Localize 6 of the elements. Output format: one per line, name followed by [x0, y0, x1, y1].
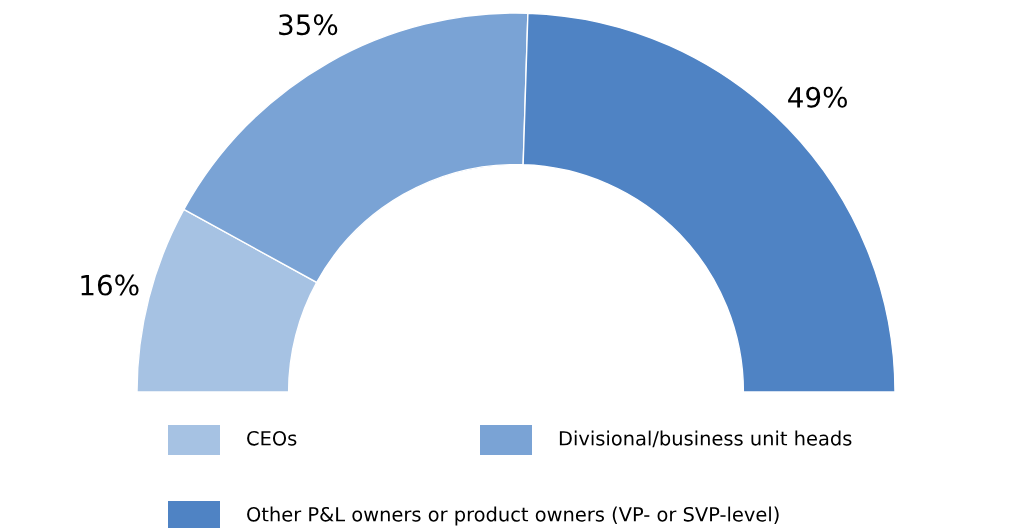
data-label: 49% [788, 86, 847, 108]
data-label: 16% [81, 274, 139, 296]
data-label: 35% [279, 14, 338, 36]
legend-label: CEOs [247, 430, 297, 446]
legend-label: Other P&L owners or product owners (VP- or SVP-level) [247, 506, 779, 526]
legend-label: Divisional/business unit heads [559, 430, 852, 448]
